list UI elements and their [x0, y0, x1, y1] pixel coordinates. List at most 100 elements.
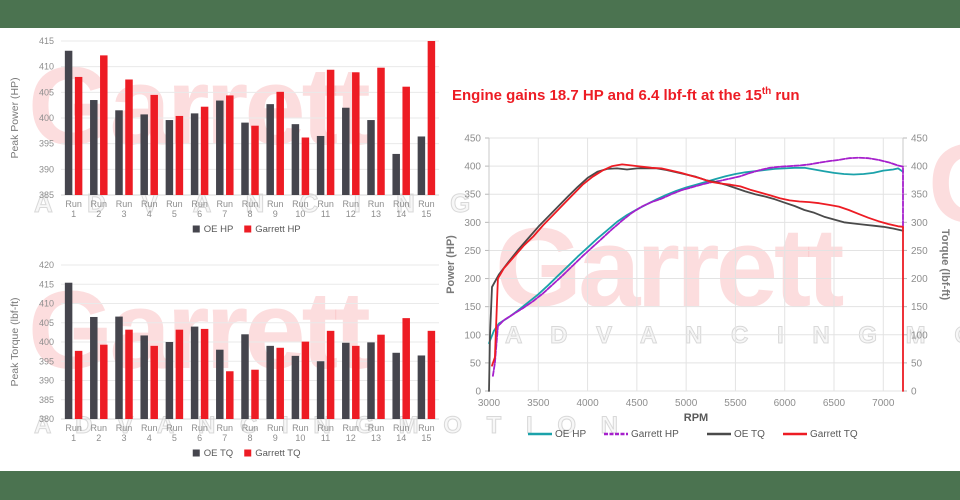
bar [200, 106, 209, 195]
x-category-label: 5 [172, 433, 177, 443]
x-category-label: Run [217, 423, 234, 433]
bar [392, 352, 400, 419]
bar [326, 330, 335, 419]
bar [377, 67, 385, 195]
chart-headline: Engine gains 18.7 HP and 6.4 lbf-ft at t… [452, 86, 952, 104]
x-category-label: Run [191, 423, 208, 433]
gridlines [61, 40, 439, 196]
bar [301, 137, 310, 195]
x-category-label: 8 [247, 209, 252, 219]
x-category-label: 9 [273, 433, 278, 443]
power-tick-label: 400 [464, 162, 481, 173]
x-category-label: 11 [321, 433, 330, 443]
bar [190, 113, 199, 195]
x-category-label: 10 [295, 433, 305, 443]
y-axis-title: Peak Power (HP) [9, 77, 21, 158]
legend: OE TQ Garrett TQ [192, 448, 300, 459]
bar-series-garrett-tq [74, 318, 436, 419]
bar [175, 115, 184, 195]
headline-text-1: Engine gains 18.7 HP and 6.4 lbf-ft at t… [452, 87, 762, 104]
bar [301, 341, 310, 419]
power-tick-label: 350 [464, 190, 481, 201]
x-category-label: Run [393, 199, 410, 209]
legend-label: Garrett TQ [255, 448, 300, 459]
x-category-label: Run [191, 199, 208, 209]
bar [377, 334, 385, 419]
torque-tick-label: 300 [911, 218, 928, 229]
x-category-label: Run [317, 423, 334, 433]
bar [266, 104, 274, 195]
x-category-label: 14 [396, 209, 406, 219]
x-category-label: Run [91, 199, 108, 209]
right-axis-title: Torque (lbf-ft) [939, 229, 951, 301]
bottom-green-band [0, 471, 960, 500]
bar [241, 122, 249, 195]
x-category-label: Run [267, 199, 284, 209]
y-tick-label: 385 [39, 190, 54, 200]
bar [342, 107, 350, 195]
power-tick-label: 250 [464, 246, 481, 257]
x-category-label: Run [91, 423, 108, 433]
x-category-label: Run [242, 423, 259, 433]
power-tick-label: 450 [464, 134, 481, 145]
legend-label: Garrett HP [255, 224, 300, 235]
bar [150, 94, 158, 195]
y-axis-title: Peak Torque (lbf-ft) [9, 297, 21, 386]
torque-tick-label: 450 [911, 134, 928, 145]
x-category-label: 4 [147, 209, 152, 219]
y-tick-label: 420 [39, 260, 54, 270]
bar [427, 330, 436, 419]
bar [74, 350, 83, 419]
x-category-label: 12 [346, 209, 356, 219]
power-tick-label: 200 [464, 274, 481, 285]
power-tick-label: 100 [464, 330, 481, 341]
torque-tick-label: 100 [911, 330, 928, 341]
x-category-label: Run [267, 423, 284, 433]
x-category-label: 15 [421, 433, 431, 443]
y-tick-label: 400 [39, 337, 54, 347]
y-tick-label: 380 [39, 414, 54, 424]
bar [342, 342, 350, 419]
y-tick-label: 390 [39, 376, 54, 386]
x-category-label: 15 [421, 209, 431, 219]
x-category-label: 3 [121, 433, 126, 443]
line-series-oe-tq [488, 167, 904, 392]
x-tick-label: 5500 [724, 398, 747, 409]
x-category-label: 5 [172, 209, 177, 219]
legend: OE HP Garrett HP [192, 224, 301, 235]
bar [100, 344, 108, 419]
bar-series-oe-tq [64, 282, 426, 419]
bar [417, 136, 426, 195]
x-category-label: 6 [197, 433, 202, 443]
torque-tick-label: 150 [911, 302, 928, 313]
bar [291, 124, 300, 195]
x-tick-label: 4000 [576, 398, 599, 409]
bar [64, 50, 73, 196]
bar [125, 329, 133, 419]
bar [190, 326, 199, 419]
x-tick-label: 4500 [626, 398, 649, 409]
x-category-label: 7 [222, 209, 227, 219]
x-axis-title: RPM [684, 412, 708, 424]
legend-swatch [192, 225, 200, 233]
headline-superscript: th [761, 86, 772, 97]
y-tick-label: 410 [39, 62, 54, 72]
power-tick-label: 50 [470, 358, 482, 369]
bar [74, 76, 83, 195]
bar [367, 342, 375, 419]
bar [200, 328, 209, 419]
x-category-label: 9 [273, 209, 278, 219]
x-category-label: Run [217, 199, 234, 209]
bar [316, 361, 325, 419]
bar [316, 135, 325, 195]
bar [115, 316, 123, 419]
bar [165, 120, 174, 195]
x-category-label: Run [166, 199, 183, 209]
x-category-label: Run [242, 199, 259, 209]
legend-swatch [244, 449, 252, 457]
bar [175, 329, 184, 419]
legend-label: OE HP [204, 224, 234, 235]
power-tick-label: 0 [475, 387, 481, 398]
bar [352, 345, 360, 419]
legend: OE HP Garrett HP OE TQ Garrett TQ [528, 429, 858, 440]
